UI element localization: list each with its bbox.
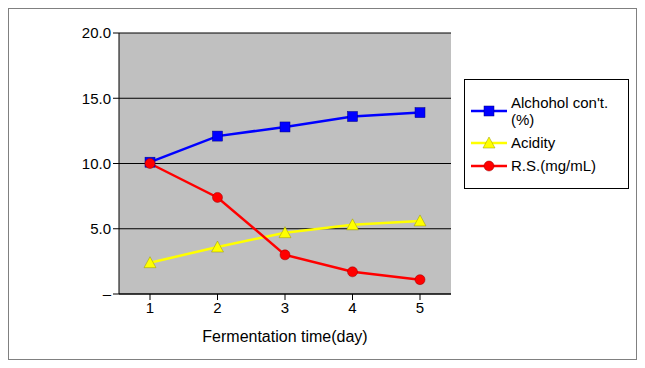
svg-text:2: 2 [213, 299, 221, 316]
svg-text:4: 4 [348, 299, 356, 316]
svg-text:–: – [103, 285, 112, 302]
svg-text:15.0: 15.0 [82, 90, 111, 107]
svg-text:3: 3 [281, 299, 289, 316]
svg-text:10.0: 10.0 [82, 155, 111, 172]
svg-text:5: 5 [416, 299, 424, 316]
svg-text:20.0: 20.0 [82, 24, 111, 41]
html-text:R.S.(mg/mL): R.S.(mg/mL) [511, 157, 596, 174]
html-text:Alchohol con't.(%): Alchohol con't.(%) [511, 94, 609, 128]
svg-text:5.0: 5.0 [90, 220, 111, 237]
svg-text:Fermentation time(day): Fermentation time(day) [202, 328, 367, 345]
svg-text:1: 1 [146, 299, 154, 316]
html-text:Acidity: Acidity [511, 134, 556, 151]
